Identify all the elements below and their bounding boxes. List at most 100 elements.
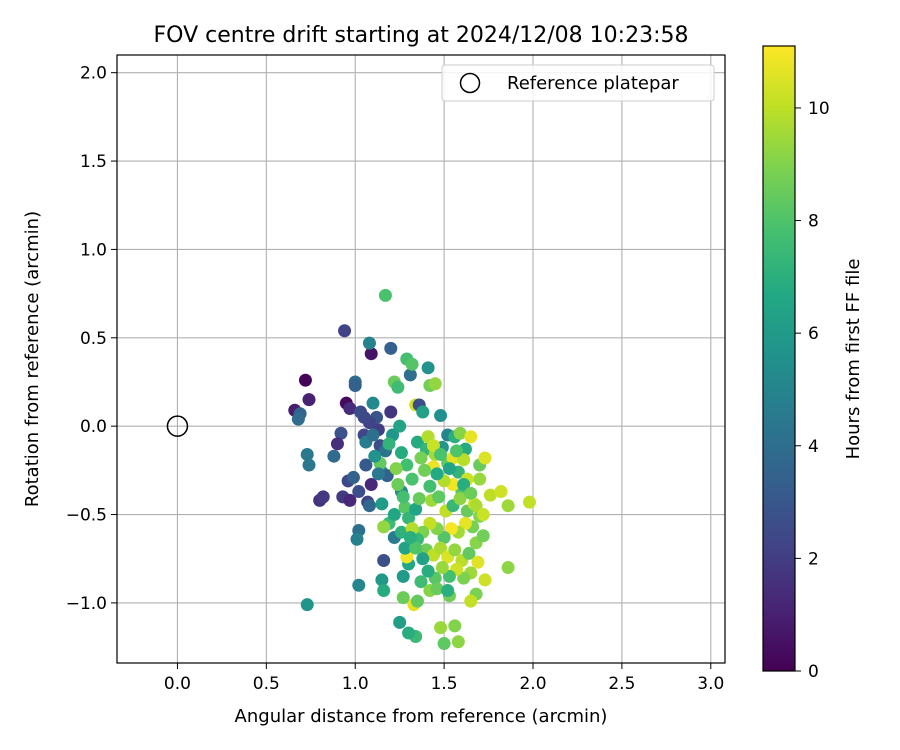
grid-lines [117,55,725,663]
data-point [426,439,440,453]
data-point [501,561,515,575]
y-tick-label: 2.0 [80,64,107,84]
data-point [403,368,417,382]
chart-title: FOV centre drift starting at 2024/12/08 … [154,23,689,48]
data-point [327,449,341,463]
x-tick-label: 0.0 [164,674,191,694]
data-point [382,437,396,451]
y-tick-label: 1.5 [80,152,107,172]
legend: Reference platepar [441,64,715,102]
x-tick-label: 0.5 [253,674,280,694]
data-point [343,401,357,415]
colorbar-label: Hours from first FF file [843,259,864,460]
data-point [476,508,490,522]
data-point [430,582,444,596]
data-point [494,485,508,499]
data-point [437,531,451,545]
data-point [442,569,456,583]
data-point [421,361,435,375]
data-point [366,428,380,442]
data-point [453,492,467,506]
data-point [464,594,478,608]
data-point [377,520,391,534]
data-point [359,458,373,472]
x-tick-label: 2.5 [608,674,635,694]
data-point [378,288,392,302]
data-point [371,467,385,481]
data-point [434,447,448,461]
data-point [473,472,487,486]
data-point [348,379,362,393]
data-point [400,458,414,472]
data-point [387,508,401,522]
colorbar-tick-label: 2 [808,549,819,569]
data-point [414,451,428,465]
data-point [434,541,448,555]
data-point [338,324,352,338]
data-point [478,451,492,465]
data-point [453,426,467,440]
colorbar-ticks: 0 2 4 6 8 10 [795,99,830,682]
data-point [448,543,462,557]
data-point [394,446,408,460]
x-tick-label: 1.5 [431,674,458,694]
legend-box [441,64,715,102]
data-point [430,467,444,481]
data-point [398,500,412,514]
y-tick-label: 0.5 [80,329,107,349]
data-point [451,635,465,649]
x-axis-ticks: 0.0 0.5 1.0 1.5 2.0 2.5 3.0 [164,663,724,694]
data-point [375,573,389,587]
data-point [377,553,391,567]
data-point [501,499,515,513]
data-point [414,575,428,589]
data-point [391,380,405,394]
data-point [391,477,405,491]
reference-platepar-marker [166,415,189,437]
data-point [403,531,417,545]
y-axis-ticks: −1.0 −0.5 0.0 0.5 1.0 1.5 2.0 [66,64,117,614]
data-point [434,621,448,635]
data-point [423,516,437,530]
data-point [396,490,410,504]
data-point [421,564,435,578]
data-point [362,336,376,350]
data-point [389,462,403,476]
data-point [464,486,478,500]
data-point [432,490,446,504]
data-point [409,541,423,555]
data-point [458,516,472,530]
data-point [316,490,330,504]
legend-reference-circle-icon [459,72,481,94]
data-point [352,485,366,499]
y-axis-label: Rotation from reference (arcmin) [22,211,43,507]
data-point [398,541,412,555]
data-point [354,405,368,419]
data-point [375,497,389,511]
x-tick-label: 2.0 [519,674,546,694]
data-point [368,449,382,463]
colorbar-tick-label: 8 [808,212,819,232]
data-point [300,447,314,461]
data-point [469,499,483,513]
y-tick-label: 1.0 [80,240,107,260]
legend-label: Reference platepar [507,73,679,94]
data-point [522,495,536,509]
data-point [416,405,430,419]
plot-frame [116,54,726,664]
data-point [464,430,478,444]
data-point [434,409,448,423]
data-point [377,584,391,598]
data-point [442,462,456,476]
data-point [457,453,471,467]
data-point [476,529,490,543]
data-point [457,477,471,491]
x-tick-label: 1.0 [342,674,369,694]
data-point [384,405,398,419]
colorbar: 0 2 4 6 8 10 Hours from first FF file [762,45,864,682]
data-point [478,573,492,587]
data-point [393,419,407,433]
data-point [405,357,419,371]
colorbar-tick-label: 10 [808,99,830,119]
